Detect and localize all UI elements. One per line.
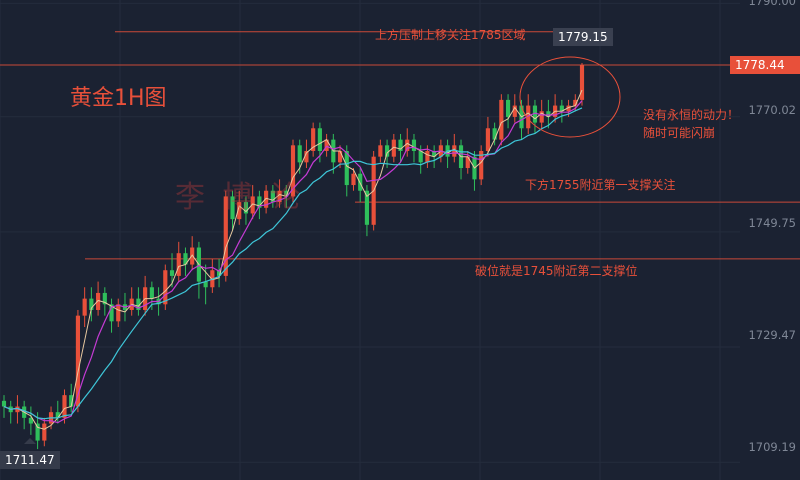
candle-body [257,196,262,208]
candle-body [109,304,114,322]
y-tick-label: 1770.02 [748,103,796,117]
candle-body [405,139,410,151]
candle-body [411,139,417,151]
candle-body [264,190,269,208]
annotation-resistance: 上方压制上移关注1785区域 [375,28,526,42]
candle-body [398,139,403,151]
candle-body [277,190,282,203]
highlight-ellipse [519,56,621,138]
candle-body [297,145,302,163]
candle-body [532,105,538,123]
candle-body [324,139,329,151]
candle-body [512,105,517,117]
candle-body [82,298,87,316]
low-badge-pointer [24,438,36,444]
candle-body [243,202,249,214]
ma-line-mid [3,100,583,424]
candle-body [485,128,490,151]
candle-body [337,150,343,163]
candle-body [465,156,470,169]
candle-body [15,406,20,413]
candle-body [75,315,81,407]
candle-body [385,145,390,157]
candle-body [55,412,60,418]
candle-body [492,128,497,140]
candle-body [62,395,67,418]
candle-body [418,150,423,163]
candle-body [452,145,457,157]
watermark: 李 博 论 [175,180,305,215]
candle-body [505,99,511,117]
chart-title: 黄金1H图 [70,86,167,111]
candle-body [311,128,316,151]
candle-body [136,298,141,310]
side-note-line-1: 没有永恒的动力！ [643,108,740,122]
candle-body [89,298,94,310]
candle-body [364,190,370,225]
candle-body [566,105,571,112]
ma-line-slow [3,107,583,420]
candle-body [42,423,47,441]
candle-body [69,395,74,407]
candle-body [237,202,242,220]
candle-body [499,99,504,140]
candle-body [432,150,437,157]
candle-body [351,173,356,186]
candle-body [559,105,564,112]
candle-body [102,292,107,305]
candle-body [425,150,430,163]
y-tick-label: 1749.75 [748,216,796,230]
candle-body [546,111,551,117]
candle-body [1,400,7,407]
candle-body [203,281,208,288]
candle-body [378,145,383,157]
low-price-badge: 1711.47 [0,451,60,469]
candle-body [526,105,531,129]
y-tick-label: 1790.00 [748,0,796,8]
candle-body [284,190,289,197]
annotation-support-1: 下方1755附近第一支撑关注 [525,178,676,192]
side-note-line-2: 随时可能闪崩 [643,126,716,140]
candle-body [479,150,484,180]
annotation-support-2: 破位就是1745附近第二支撑位 [475,264,638,278]
candle-body [190,247,195,265]
y-tick-label: 1709.19 [748,440,796,454]
candle-body [223,196,228,276]
candle-body [270,190,275,203]
candle-body [169,270,175,276]
candle-body [116,304,121,322]
candle-body [183,253,188,265]
candle-body [317,128,322,151]
candle-body [216,270,222,276]
candle-body [290,145,296,197]
candle-body [539,111,544,123]
candle-body [579,64,585,100]
candle-body [573,99,578,106]
candle-body [149,287,154,299]
candle-body [391,139,396,157]
candle-body [304,150,309,163]
candle-body [28,417,33,424]
candle-body [176,253,181,276]
candle-body [250,196,255,214]
candle-body [163,270,168,305]
current-price-badge: 1778.44 [730,56,800,74]
candle-body [35,423,40,441]
high-price-badge: 1779.15 [553,28,613,46]
candle-body [344,150,349,186]
y-tick-label: 1729.47 [748,328,796,342]
candle-body [96,292,101,310]
candle-body [230,196,235,220]
